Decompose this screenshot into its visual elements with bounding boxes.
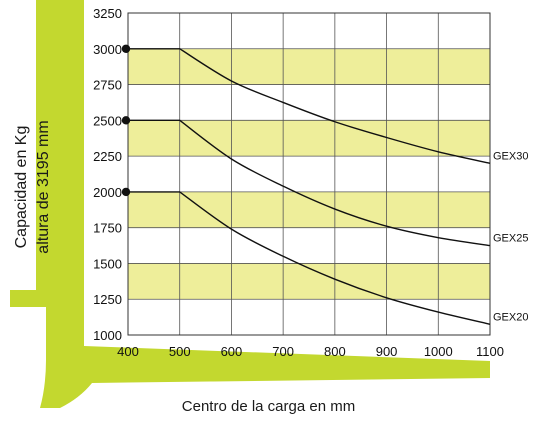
y-tick-label: 2250 [93,149,122,164]
x-tick-label: 800 [324,344,346,359]
capacity-band [128,48,490,85]
series-label-gex30: GEX30 [493,150,528,162]
series-start-dot [121,116,131,125]
x-tick-label: 400 [117,344,139,359]
grid-lines [127,12,491,336]
capacity-band [128,191,490,228]
series-start-dot [121,44,131,53]
series-label-gex20: GEX20 [493,311,528,323]
x-tick-label: 500 [169,344,191,359]
series-line-gex20 [128,191,491,325]
series-line-gex25 [128,119,491,247]
y-tick-label: 2000 [93,185,122,200]
y-axis-label-line-2: altura de 3195 mm [35,120,52,254]
y-tick-label: 2750 [93,78,122,93]
x-tick-label: 1100 [476,344,504,359]
forklift-fork-shape [10,0,490,408]
tick-labels: 1000 1250 1500 1750 2000 2250 2500 2750 3000 3250… [93,6,504,359]
x-axis-label: Centro de la carga en mm [181,398,356,415]
series-label-gex25: GEX25 [493,233,528,245]
capacity-band [128,263,490,300]
x-tick-label: 1000 [424,344,453,359]
y-axis-label-line-1: Capacidad en Kg [13,125,30,249]
y-tick-label: 1750 [93,221,122,236]
series-start-dot [121,187,131,197]
y-tick-label: 1500 [93,256,122,271]
series-labels: GEX30 GEX25 GEX20 [493,150,528,323]
y-tick-label: 1000 [93,328,122,343]
fork-shape [10,0,490,408]
series-start-dots [121,44,131,197]
x-tick-label: 600 [221,344,243,359]
y-tick-label: 1250 [93,292,122,307]
y-tick-label: 2500 [93,113,122,128]
x-tick-label: 900 [376,344,398,359]
x-tick-label: 700 [272,344,294,359]
y-tick-label: 3250 [93,6,122,21]
series-line-gex30 [128,48,491,164]
y-tick-label: 3000 [93,42,122,57]
capacity-bands [128,13,490,335]
plot-frame [127,12,491,336]
